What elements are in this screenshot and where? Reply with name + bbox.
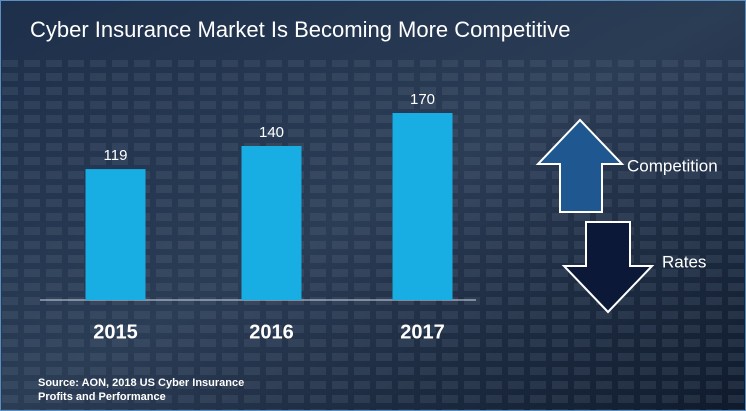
bar: [393, 113, 453, 300]
data-label: 170: [410, 91, 435, 108]
source-text: Profits and Performance: [38, 391, 166, 403]
bar: [242, 146, 302, 300]
x-tick-label: 2017: [400, 321, 445, 343]
x-tick-label: 2015: [93, 321, 138, 343]
data-label: 119: [104, 147, 128, 164]
data-label: 140: [259, 124, 284, 141]
annotation-label: Competition: [627, 156, 718, 175]
chart-title: Cyber Insurance Market Is Becoming More …: [30, 17, 570, 42]
x-tick-label: 2016: [249, 321, 294, 343]
bar: [86, 169, 146, 300]
slide: Cyber Insurance Market Is Becoming More …: [0, 0, 746, 411]
annotation-label: Rates: [662, 252, 706, 271]
source-text: Source: AON, 2018 US Cyber Insurance: [38, 377, 244, 389]
